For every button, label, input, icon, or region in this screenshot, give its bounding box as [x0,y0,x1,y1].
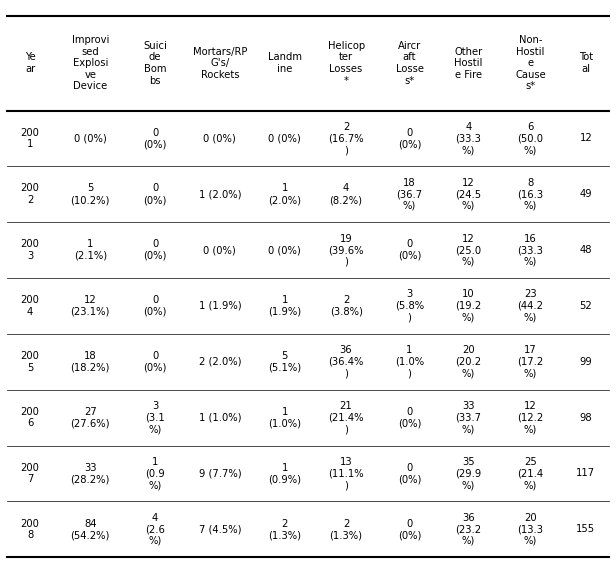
Text: Landm
ine: Landm ine [267,52,302,74]
Text: Non-
Hostil
e
Cause
s*: Non- Hostil e Cause s* [515,35,546,91]
Text: 2
(1.3%): 2 (1.3%) [268,518,301,540]
Text: 155: 155 [577,525,596,534]
Text: 16
(33.3
%): 16 (33.3 %) [517,233,543,267]
Text: 20
(20.2
%): 20 (20.2 %) [455,345,481,378]
Text: 200
6: 200 6 [21,407,39,429]
Text: 0
(0%): 0 (0%) [398,407,421,429]
Text: 36
(36.4%
): 36 (36.4% ) [328,345,364,378]
Text: 1 (1.0%): 1 (1.0%) [198,413,241,422]
Text: 117: 117 [577,469,596,478]
Text: 0
(0%): 0 (0%) [144,351,167,373]
Text: 49: 49 [580,190,592,199]
Text: 0 (0%): 0 (0%) [203,245,236,255]
Text: 0
(0%): 0 (0%) [398,518,421,540]
Text: 0
(0%): 0 (0%) [144,127,167,149]
Text: 0
(0%): 0 (0%) [144,295,167,317]
Text: Improvi
sed
Explosi
ve
Device: Improvi sed Explosi ve Device [71,35,109,91]
Text: 0
(0%): 0 (0%) [398,239,421,261]
Text: 0 (0%): 0 (0%) [74,134,107,143]
Text: Tot
al: Tot al [579,52,593,74]
Text: 2 (2.0%): 2 (2.0%) [198,357,241,367]
Text: 2
(1.3%): 2 (1.3%) [330,518,363,540]
Text: 8
(16.3
%): 8 (16.3 %) [517,178,543,211]
Text: 12
(24.5
%): 12 (24.5 %) [455,178,481,211]
Text: Mortars/RP
G's/
Rockets: Mortars/RP G's/ Rockets [193,47,247,80]
Text: 12
(25.0
%): 12 (25.0 %) [455,233,481,267]
Text: 4
(2.6
%): 4 (2.6 %) [145,513,165,546]
Text: 12
(23.1%): 12 (23.1%) [71,295,110,317]
Text: 12
(12.2
%): 12 (12.2 %) [517,401,543,434]
Text: Aircr
aft
Losse
s*: Aircr aft Losse s* [395,41,424,86]
Text: 200
1: 200 1 [21,127,39,149]
Text: 5
(5.1%): 5 (5.1%) [268,351,301,373]
Text: Other
Hostil
e Fire: Other Hostil e Fire [454,47,482,80]
Text: 13
(11.1%
): 13 (11.1% ) [328,457,364,490]
Text: Ye
ar: Ye ar [25,52,36,74]
Text: 84
(54.2%): 84 (54.2%) [71,518,110,540]
Text: 2
(16.7%
): 2 (16.7% ) [328,122,364,155]
Text: 0
(0%): 0 (0%) [144,239,167,261]
Text: 20
(13.3
%): 20 (13.3 %) [517,513,543,546]
Text: 1
(2.0%): 1 (2.0%) [268,183,301,205]
Text: 18
(36.7
%): 18 (36.7 %) [397,178,423,211]
Text: 0
(0%): 0 (0%) [398,127,421,149]
Text: 21
(21.4%
): 21 (21.4% ) [328,401,364,434]
Text: 99: 99 [580,357,592,367]
Text: 23
(44.2
%): 23 (44.2 %) [517,289,543,323]
Text: 19
(39.6%
): 19 (39.6% ) [328,233,364,267]
Text: 200
7: 200 7 [21,462,39,484]
Text: 1 (1.9%): 1 (1.9%) [198,301,241,311]
Text: 48: 48 [580,245,592,255]
Text: 1
(0.9%): 1 (0.9%) [268,462,301,484]
Text: 18
(18.2%): 18 (18.2%) [71,351,110,373]
Text: 25
(21.4
%): 25 (21.4 %) [517,457,543,490]
Text: 0
(0%): 0 (0%) [144,183,167,205]
Text: 36
(23.2
%): 36 (23.2 %) [455,513,481,546]
Text: 0 (0%): 0 (0%) [203,134,236,143]
Text: 1
(0.9
%): 1 (0.9 %) [145,457,165,490]
Text: 7 (4.5%): 7 (4.5%) [198,525,241,534]
Text: 200
8: 200 8 [21,518,39,540]
Text: 0 (0%): 0 (0%) [268,245,301,255]
Text: 4
(8.2%): 4 (8.2%) [330,183,363,205]
Text: 98: 98 [580,413,592,422]
Text: 9 (7.7%): 9 (7.7%) [198,469,241,478]
Text: 4
(33.3
%): 4 (33.3 %) [455,122,481,155]
Text: 200
3: 200 3 [21,239,39,261]
Text: 3
(5.8%
): 3 (5.8% ) [395,289,424,323]
Text: 5
(10.2%): 5 (10.2%) [71,183,110,205]
Text: 200
4: 200 4 [21,295,39,317]
Text: 33
(33.7
%): 33 (33.7 %) [455,401,481,434]
Text: 1
(1.0%): 1 (1.0%) [268,407,301,429]
Text: 200
2: 200 2 [21,183,39,205]
Text: 1
(1.9%): 1 (1.9%) [268,295,301,317]
Text: 200
5: 200 5 [21,351,39,373]
Text: 3
(3.1
%): 3 (3.1 %) [145,401,165,434]
Text: 27
(27.6%): 27 (27.6%) [70,407,110,429]
Text: Helicop
ter
Losses
*: Helicop ter Losses * [328,41,365,86]
Text: 10
(19.2
%): 10 (19.2 %) [455,289,482,323]
Text: 1
(2.1%): 1 (2.1%) [74,239,107,261]
Text: 52: 52 [580,301,592,311]
Text: 0
(0%): 0 (0%) [398,462,421,484]
Text: 12: 12 [580,134,592,143]
Text: 17
(17.2
%): 17 (17.2 %) [517,345,543,378]
Text: 1 (2.0%): 1 (2.0%) [198,190,241,199]
Text: 6
(50.0
%): 6 (50.0 %) [517,122,543,155]
Text: 2
(3.8%): 2 (3.8%) [330,295,362,317]
Text: 0 (0%): 0 (0%) [268,134,301,143]
Text: 35
(29.9
%): 35 (29.9 %) [455,457,482,490]
Text: 1
(1.0%
): 1 (1.0% ) [395,345,424,378]
Text: 33
(28.2%): 33 (28.2%) [71,462,110,484]
Text: Suici
de
Bom
bs: Suici de Bom bs [143,41,167,86]
